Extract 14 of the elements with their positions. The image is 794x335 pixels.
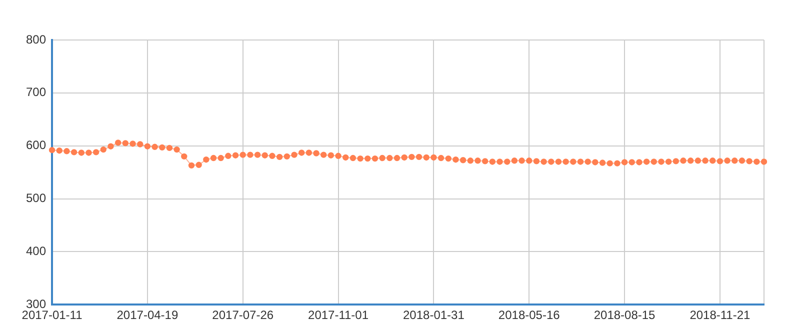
x-tick-label: 2018-08-15 — [594, 308, 656, 322]
x-tick-label: 2017-04-19 — [116, 308, 178, 322]
y-tick-label: 400 — [26, 244, 46, 258]
x-tick-label: 2017-11-01 — [308, 308, 369, 322]
y-tick-label: 500 — [26, 191, 46, 206]
x-tick-label: 2018-05-16 — [498, 308, 560, 322]
y-tick-label: 800 — [26, 32, 46, 46]
y-tick-label: 300 — [26, 296, 46, 311]
x-tick-label: 2018-01-31 — [403, 308, 465, 322]
x-tick-label: 2018-11-21 — [690, 308, 751, 322]
x-tick-label: 2017-07-26 — [212, 308, 274, 322]
x-tick-label: 2017-01-11 — [22, 308, 83, 322]
y-tick-label: 700 — [26, 85, 46, 100]
y-tick-label: 600 — [26, 138, 46, 152]
